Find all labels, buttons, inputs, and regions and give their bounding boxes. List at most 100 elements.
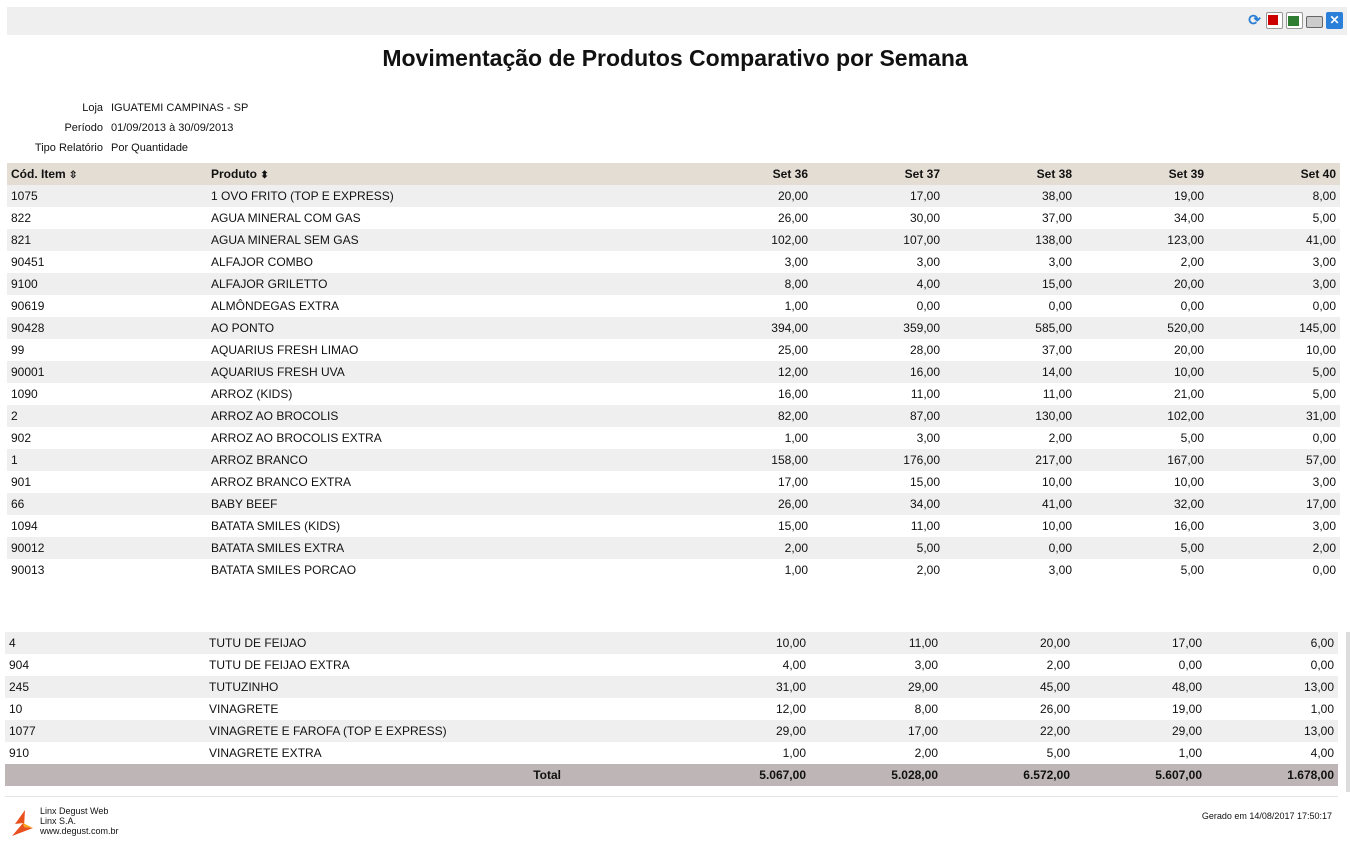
- cell-quantity: 3,00: [1312, 255, 1336, 269]
- total-set37: 5.028,00: [810, 764, 942, 786]
- cell-quantity: 5,00: [812, 537, 944, 559]
- cell-quantity: 21,00: [1173, 387, 1204, 401]
- cell-quantity: 5,00: [1180, 563, 1204, 577]
- cell-quantity: 15,00: [944, 273, 1076, 295]
- scrollbar[interactable]: [1346, 632, 1350, 792]
- cell-quantity: 5,00: [1208, 361, 1340, 383]
- cell-quantity: 19,00: [1076, 185, 1208, 207]
- close-icon[interactable]: ✕: [1326, 12, 1343, 29]
- cell-quantity: 145,00: [1208, 317, 1340, 339]
- table-row: 99 AQUARIUS FRESH LIMAO 25,00 28,00 37,00 20,…: [7, 339, 1340, 361]
- cell-quantity: 3,00: [1048, 563, 1072, 577]
- table-row: 1090 ARROZ (KIDS) 16,00 11,00 11,00 21,00 5,00: [7, 383, 1340, 405]
- column-header-set37: Set 37: [812, 163, 944, 185]
- table-row: 2 ARROZ AO BROCOLIS 82,00 87,00 130,00 102,00…: [7, 405, 1340, 427]
- cell-code: 90619: [11, 299, 45, 313]
- cell-quantity: 29,00: [1074, 720, 1206, 742]
- cell-product: ALFAJOR GRILETTO: [207, 273, 567, 295]
- table-row: 90451 ALFAJOR COMBO 3,00 3,00 3,00 2,00 3,00: [7, 251, 1340, 273]
- cell-quantity: 14,00: [944, 361, 1076, 383]
- store-value: IGUATEMI CAMPINAS - SP: [111, 102, 249, 114]
- table-row: 1075 1 OVO FRITO (TOP E EXPRESS) 20,00 17,0…: [7, 185, 1340, 207]
- cell-quantity: 1,00: [1310, 702, 1334, 716]
- cell-code: 4: [5, 632, 205, 654]
- cell-quantity: 10,00: [1305, 343, 1336, 357]
- cell-quantity: 15,00: [777, 519, 808, 533]
- table-row: 821 AGUA MINERAL SEM GAS 102,00 107,00 138,0…: [7, 229, 1340, 251]
- cell-quantity: 45,00: [942, 676, 1074, 698]
- cell-quantity: 167,00: [1076, 449, 1208, 471]
- cell-quantity: 2,00: [1180, 255, 1204, 269]
- column-header-product[interactable]: Produto ⬍: [207, 163, 567, 185]
- cell-quantity: 29,00: [565, 720, 810, 742]
- table-row: 10 VINAGRETE 12,00 8,00 26,00 19,00 1,00: [5, 698, 1338, 720]
- cell-product: TUTUZINHO: [205, 676, 565, 698]
- toolbar: ⟳ ✕: [7, 7, 1347, 35]
- cell-code: 99: [11, 343, 25, 357]
- page-title: Movimentação de Produtos Comparativo por…: [382, 45, 968, 71]
- cell-code: 1090: [11, 387, 38, 401]
- cell-code: 910: [9, 746, 30, 760]
- footer-product: Linx Degust Web: [40, 806, 109, 816]
- period-value: 01/09/2013 à 30/09/2013: [111, 122, 234, 134]
- cell-quantity: 2,00: [1048, 431, 1072, 445]
- cell-quantity: 8,00: [567, 273, 812, 295]
- cell-quantity: 41,00: [1208, 229, 1340, 251]
- report-table-bottom: 4 TUTU DE FEIJAO 10,00 11,00 20,00 17,00 6,00 9…: [5, 632, 1338, 786]
- cell-code: 2: [7, 405, 207, 427]
- cell-quantity: 10,00: [1076, 361, 1208, 383]
- cell-quantity: 30,00: [909, 211, 940, 225]
- footer-website[interactable]: www.degust.com.br: [40, 826, 119, 836]
- cell-product: BATATA SMILES (KIDS): [211, 519, 341, 533]
- sort-icon[interactable]: ⇳: [69, 170, 78, 181]
- table-row: 90428 AO PONTO 394,00 359,00 585,00 520,00 145…: [7, 317, 1340, 339]
- cell-product: VINAGRETE E FAROFA (TOP E EXPRESS): [205, 720, 565, 742]
- cell-quantity: 102,00: [1076, 405, 1208, 427]
- cell-quantity: 130,00: [944, 405, 1076, 427]
- print-icon[interactable]: [1306, 16, 1323, 28]
- table-row: 910 VINAGRETE EXTRA 1,00 2,00 5,00 1,00 4,00: [5, 742, 1338, 764]
- cell-quantity: 10,00: [1173, 475, 1204, 489]
- table-row: 822 AGUA MINERAL COM GAS 26,00 30,00 37,00 34…: [7, 207, 1340, 229]
- table-row: 1094 BATATA SMILES (KIDS) 15,00 11,00 10,00 1…: [7, 515, 1340, 537]
- cell-product: TUTU DE FEIJAO EXTRA: [209, 658, 350, 672]
- cell-quantity: 2,00: [916, 563, 940, 577]
- table-row: 902 ARROZ AO BROCOLIS EXTRA 1,00 3,00 2,00 5,…: [7, 427, 1340, 449]
- cell-quantity: 3,00: [1048, 255, 1072, 269]
- total-row: Total 5.067,00 5.028,00 6.572,00 5.607,0…: [5, 764, 1338, 786]
- cell-quantity: 8,00: [1208, 185, 1340, 207]
- pdf-icon[interactable]: [1266, 12, 1283, 29]
- total-set39: 5.607,00: [1074, 764, 1206, 786]
- cell-quantity: 6,00: [1206, 632, 1338, 654]
- column-header-set36: Set 36: [567, 163, 812, 185]
- total-label: Total: [205, 764, 565, 786]
- cell-code: 1094: [11, 519, 38, 533]
- cell-quantity: 22,00: [942, 720, 1074, 742]
- table-row: 901 ARROZ BRANCO EXTRA 17,00 15,00 10,00 10,0…: [7, 471, 1340, 493]
- cell-quantity: 34,00: [812, 493, 944, 515]
- cell-quantity: 15,00: [909, 475, 940, 489]
- cell-quantity: 4,00: [782, 658, 806, 672]
- excel-icon[interactable]: [1286, 12, 1303, 29]
- store-label: Loja: [82, 102, 103, 114]
- cell-quantity: 158,00: [567, 449, 812, 471]
- cell-quantity: 5,00: [1312, 387, 1336, 401]
- table-row: 90013 BATATA SMILES PORCAO 1,00 2,00 3,00 5,0…: [7, 559, 1340, 581]
- column-header-code[interactable]: Cód. Item ⇳: [7, 163, 207, 185]
- cell-code: 245: [5, 676, 205, 698]
- total-set38: 6.572,00: [942, 764, 1074, 786]
- cell-quantity: 3,00: [1312, 519, 1336, 533]
- cell-quantity: 26,00: [1039, 702, 1070, 716]
- cell-quantity: 3,00: [784, 255, 808, 269]
- cell-quantity: 2,00: [567, 537, 812, 559]
- cell-quantity: 585,00: [944, 317, 1076, 339]
- cell-quantity: 5,00: [1076, 537, 1208, 559]
- cell-quantity: 1,00: [782, 746, 806, 760]
- sort-icon[interactable]: ⬍: [260, 170, 269, 181]
- table-row: 245 TUTUZINHO 31,00 29,00 45,00 48,00 13,00: [5, 676, 1338, 698]
- cell-quantity: 16,00: [812, 361, 944, 383]
- cell-code: 904: [9, 658, 30, 672]
- cell-product: BABY BEEF: [207, 493, 567, 515]
- refresh-icon[interactable]: ⟳: [1248, 12, 1261, 29]
- cell-quantity: 1,00: [1178, 746, 1202, 760]
